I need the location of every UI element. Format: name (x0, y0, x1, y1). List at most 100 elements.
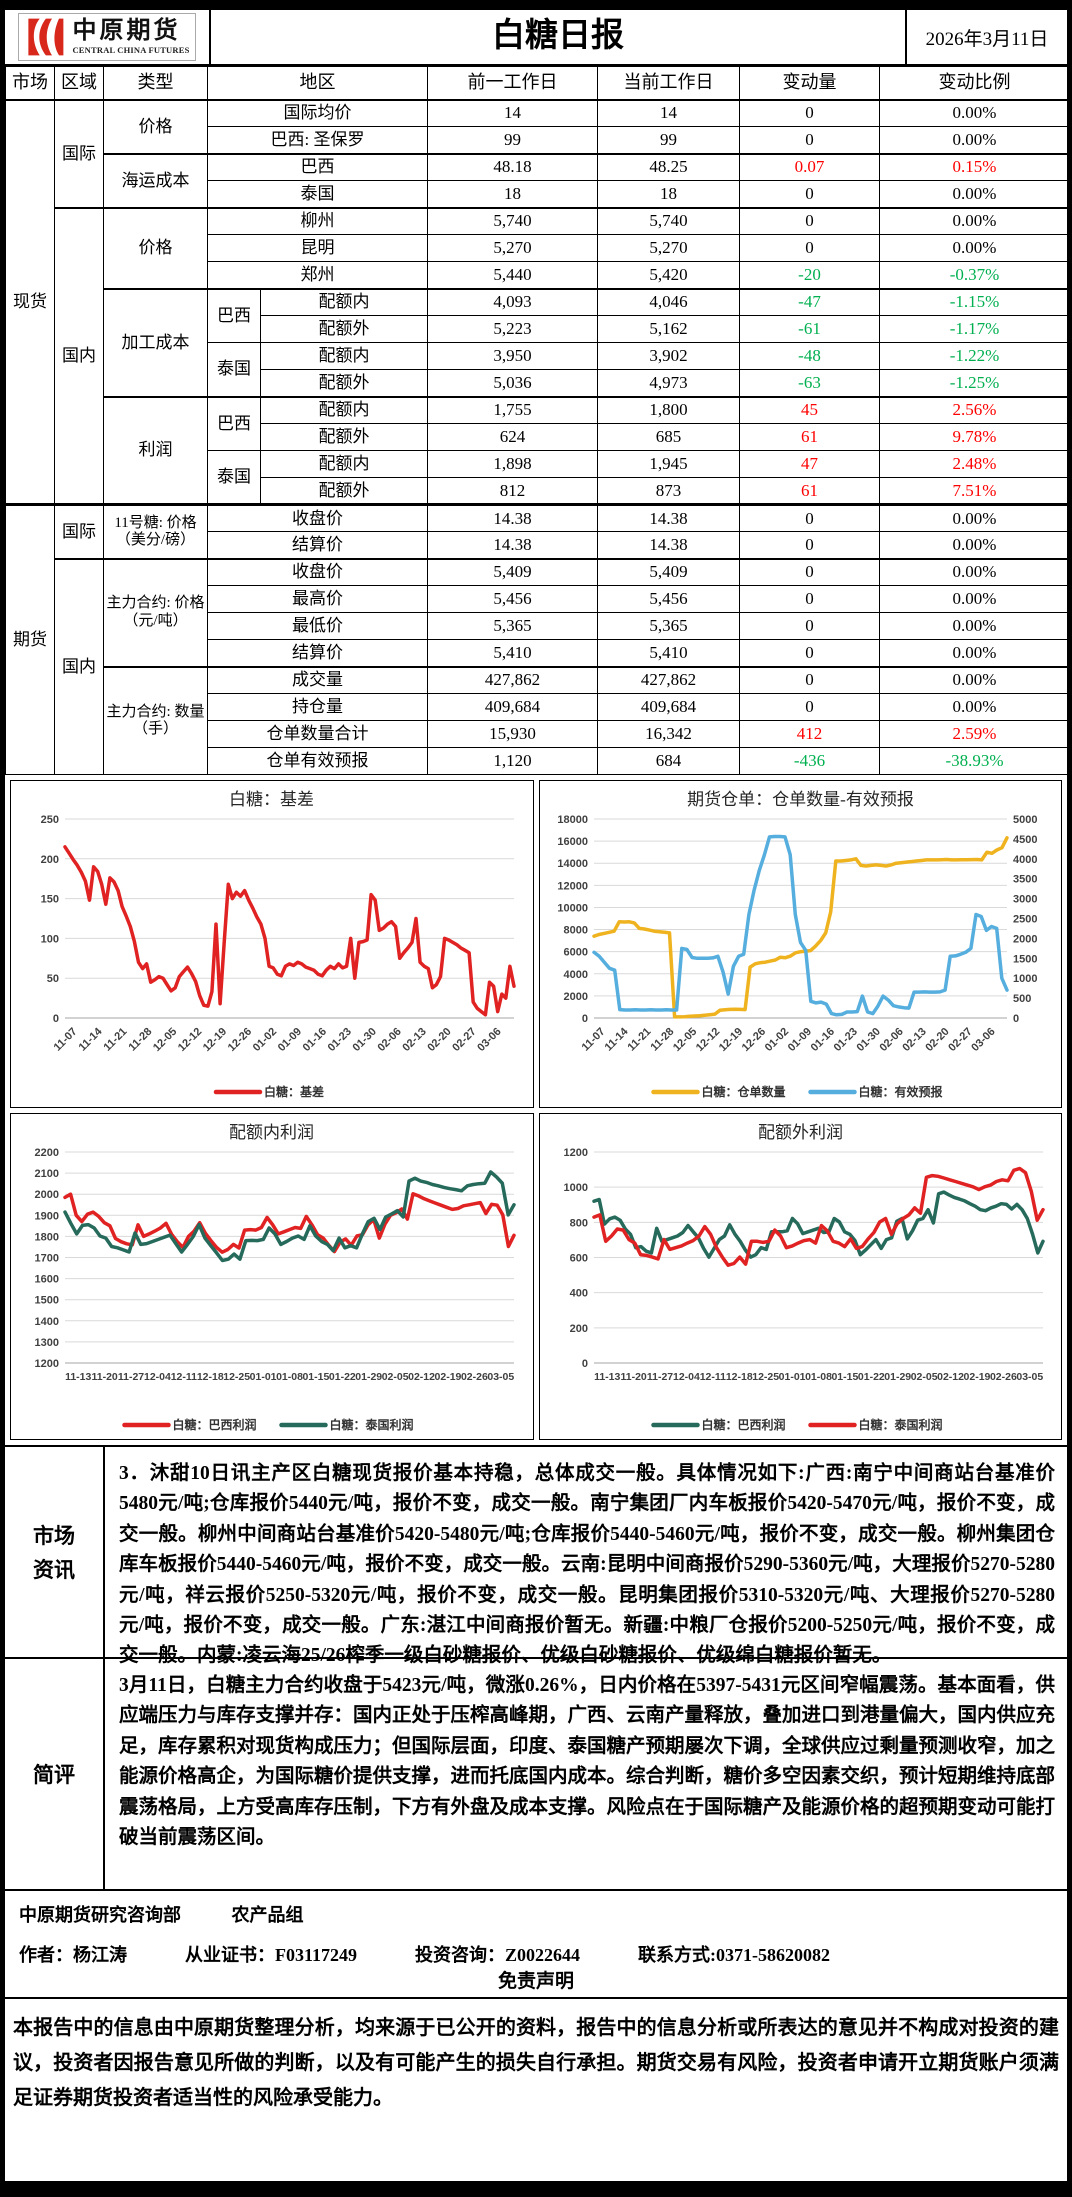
market-info-text: 3．沐甜10日讯主产区白糖现货报价基本持稳，总体成交一般。具体情况如下:广西:南… (119, 1463, 1055, 1667)
chart-text: 11-21 (625, 1026, 653, 1054)
chart-text: 白糖：仓单数量 (701, 1084, 785, 1099)
chart-text: 11-27 (118, 1371, 144, 1383)
table-row: 加工成本 巴西 配额内 4,093 4,046 -47 -1.15% (6, 287, 1070, 397)
chart-text: 12-18 (197, 1371, 224, 1383)
table-cell: 0.00% (879, 665, 1070, 694)
table-cell: 配额内 (260, 342, 428, 370)
table-row: 结算价 14.38 14.38 0 0.00% (6, 531, 1070, 559)
table-cell: 国内 (54, 206, 104, 505)
table-cell: 结算价 (207, 639, 428, 667)
chart-text: 白糖：基差 (229, 790, 314, 809)
table-row: 现货 国际 价格 国际均价 14 14 0 0.00% (5, 99, 1070, 505)
table-cell: 泰国 (207, 450, 261, 505)
table-cell: 14 (427, 99, 598, 127)
chart-text: 01-16 (808, 1026, 836, 1054)
chart-text: 01-02 (251, 1026, 279, 1054)
chart-text: 2500 (1013, 914, 1037, 926)
chart-text: 12-19 (201, 1026, 229, 1054)
table-cell: 仓单数量合计 (207, 720, 428, 748)
chart-text: 150 (41, 894, 59, 906)
chart-svg: 白糖：基差 0 50 100 150 200 250 11-0711-1411-2111-28… (41, 790, 516, 1099)
chart-text: 12-05 (151, 1026, 179, 1054)
table-cell: 7.51% (879, 477, 1070, 505)
comment-label-text: 简评 (33, 1763, 75, 1787)
table-row: 泰国 配额内 1,898 1,945 47 2.48% (6, 450, 1070, 505)
table-cell: 18 (597, 180, 740, 208)
table-row: 泰国 配额内 3,950 3,902 -48 -1.22% (6, 342, 1070, 397)
chart-text: 11-28 (126, 1026, 154, 1054)
chart-text: 2100 (35, 1168, 59, 1180)
chart-text: 01-23 (326, 1026, 354, 1054)
table-cell: 1,945 (597, 450, 740, 478)
table-cell: 0 (739, 585, 880, 613)
chart-text: 4000 (563, 969, 587, 981)
table-cell: -1.25% (879, 369, 1070, 397)
chart-text: 02-12 (408, 1371, 435, 1383)
table-cell: 最高价 (207, 585, 428, 613)
market-info-label: 市场 资讯 (5, 1447, 105, 1657)
table-cell: 5,036 (427, 369, 598, 397)
company-name-cn: 中原期货 (72, 18, 181, 45)
chart-text: 2000 (35, 1189, 59, 1201)
chart-text: 11-20 (620, 1371, 646, 1383)
table-cell: 16,342 (597, 720, 740, 748)
table-cell: 14 (597, 99, 740, 127)
table-cell: 45 (739, 395, 880, 424)
chart-series-line (591, 836, 1009, 1019)
table-cell: 5,410 (427, 639, 598, 667)
table-cell: 持仓量 (207, 693, 428, 721)
table-cell: 409,684 (597, 693, 740, 721)
chart-text: 02-05 (382, 1371, 409, 1383)
disclaimer-text: 本报告中的信息由中原期货整理分析，均来源于已公开的资料，报告中的信息分析或所表达… (13, 2017, 1059, 2109)
chart-text: 11-28 (648, 1026, 676, 1054)
chart-text: 白糖：泰国利润 (858, 1417, 942, 1432)
chart-text: 12-26 (739, 1026, 767, 1054)
chart-text: 03-06 (475, 1026, 503, 1054)
table-cell: 48.25 (597, 152, 740, 181)
chart-text: 01-09 (276, 1026, 304, 1054)
table-cell: 2.59% (879, 720, 1070, 748)
chart-text: 16000 (557, 836, 588, 848)
company-logo-frame: 中原期货 CENTRAL CHINA FUTURES (18, 13, 196, 61)
chart-text: 03-05 (1016, 1371, 1043, 1383)
table-cell: 18 (427, 180, 598, 208)
table-cell: -47 (739, 287, 880, 316)
company-logo-icon (24, 16, 67, 58)
market-info-section: 市场 资讯 3．沐甜10日讯主产区白糖现货报价基本持稳，总体成交一般。具体情况如… (5, 1447, 1067, 1667)
table-row: 主力合约: 数量（手） 成交量 427,862 427,862 0 0.00% (6, 665, 1070, 775)
table-cell: 结算价 (207, 531, 428, 559)
table-cell: 3,902 (597, 342, 740, 370)
table-cell: 郑州 (207, 261, 428, 289)
disclaimer-title: 免责声明 (5, 1967, 1067, 1999)
table-cell: 配额外 (260, 477, 428, 505)
chart-text: 01-01 (250, 1371, 277, 1383)
table-cell: 0.00% (879, 612, 1070, 640)
table-cell: 收盘价 (207, 557, 428, 586)
chart-text: 11-14 (77, 1025, 106, 1054)
table-cell: 0 (739, 180, 880, 208)
table-cell: 4,093 (427, 287, 598, 316)
table-cell: 泰国 (207, 180, 428, 208)
chart-series-line (63, 1191, 516, 1254)
table-cell: 4,973 (597, 369, 740, 397)
table-cell: 5,456 (427, 585, 598, 613)
chart-text: 250 (41, 814, 59, 826)
table-cell: -436 (739, 747, 880, 775)
chart-text: 02-19 (435, 1371, 462, 1383)
market-info-label-line1: 市场 (33, 1524, 75, 1548)
table-row: 国内 价格 柳州 5,740 5,740 0 0.00% (6, 206, 1070, 505)
table-cell: 685 (597, 423, 740, 451)
table-cell: 5,270 (597, 234, 740, 262)
chart-text: 11-20 (91, 1371, 117, 1383)
column-header: 变动比例 (879, 66, 1070, 101)
chart-text: 02-05 (910, 1371, 937, 1383)
chart-text: 11-21 (102, 1026, 130, 1054)
column-header: 地区 (207, 66, 428, 101)
chart-text: 0 (581, 1013, 587, 1025)
chart-text: 白糖：巴西利润 (173, 1417, 257, 1432)
chart-text: 12-11 (171, 1371, 197, 1383)
chart-text: 600 (569, 1252, 587, 1264)
table-cell: 0.15% (879, 152, 1070, 181)
table-cell: 配额外 (260, 423, 428, 451)
table-cell: 5,223 (427, 315, 598, 343)
